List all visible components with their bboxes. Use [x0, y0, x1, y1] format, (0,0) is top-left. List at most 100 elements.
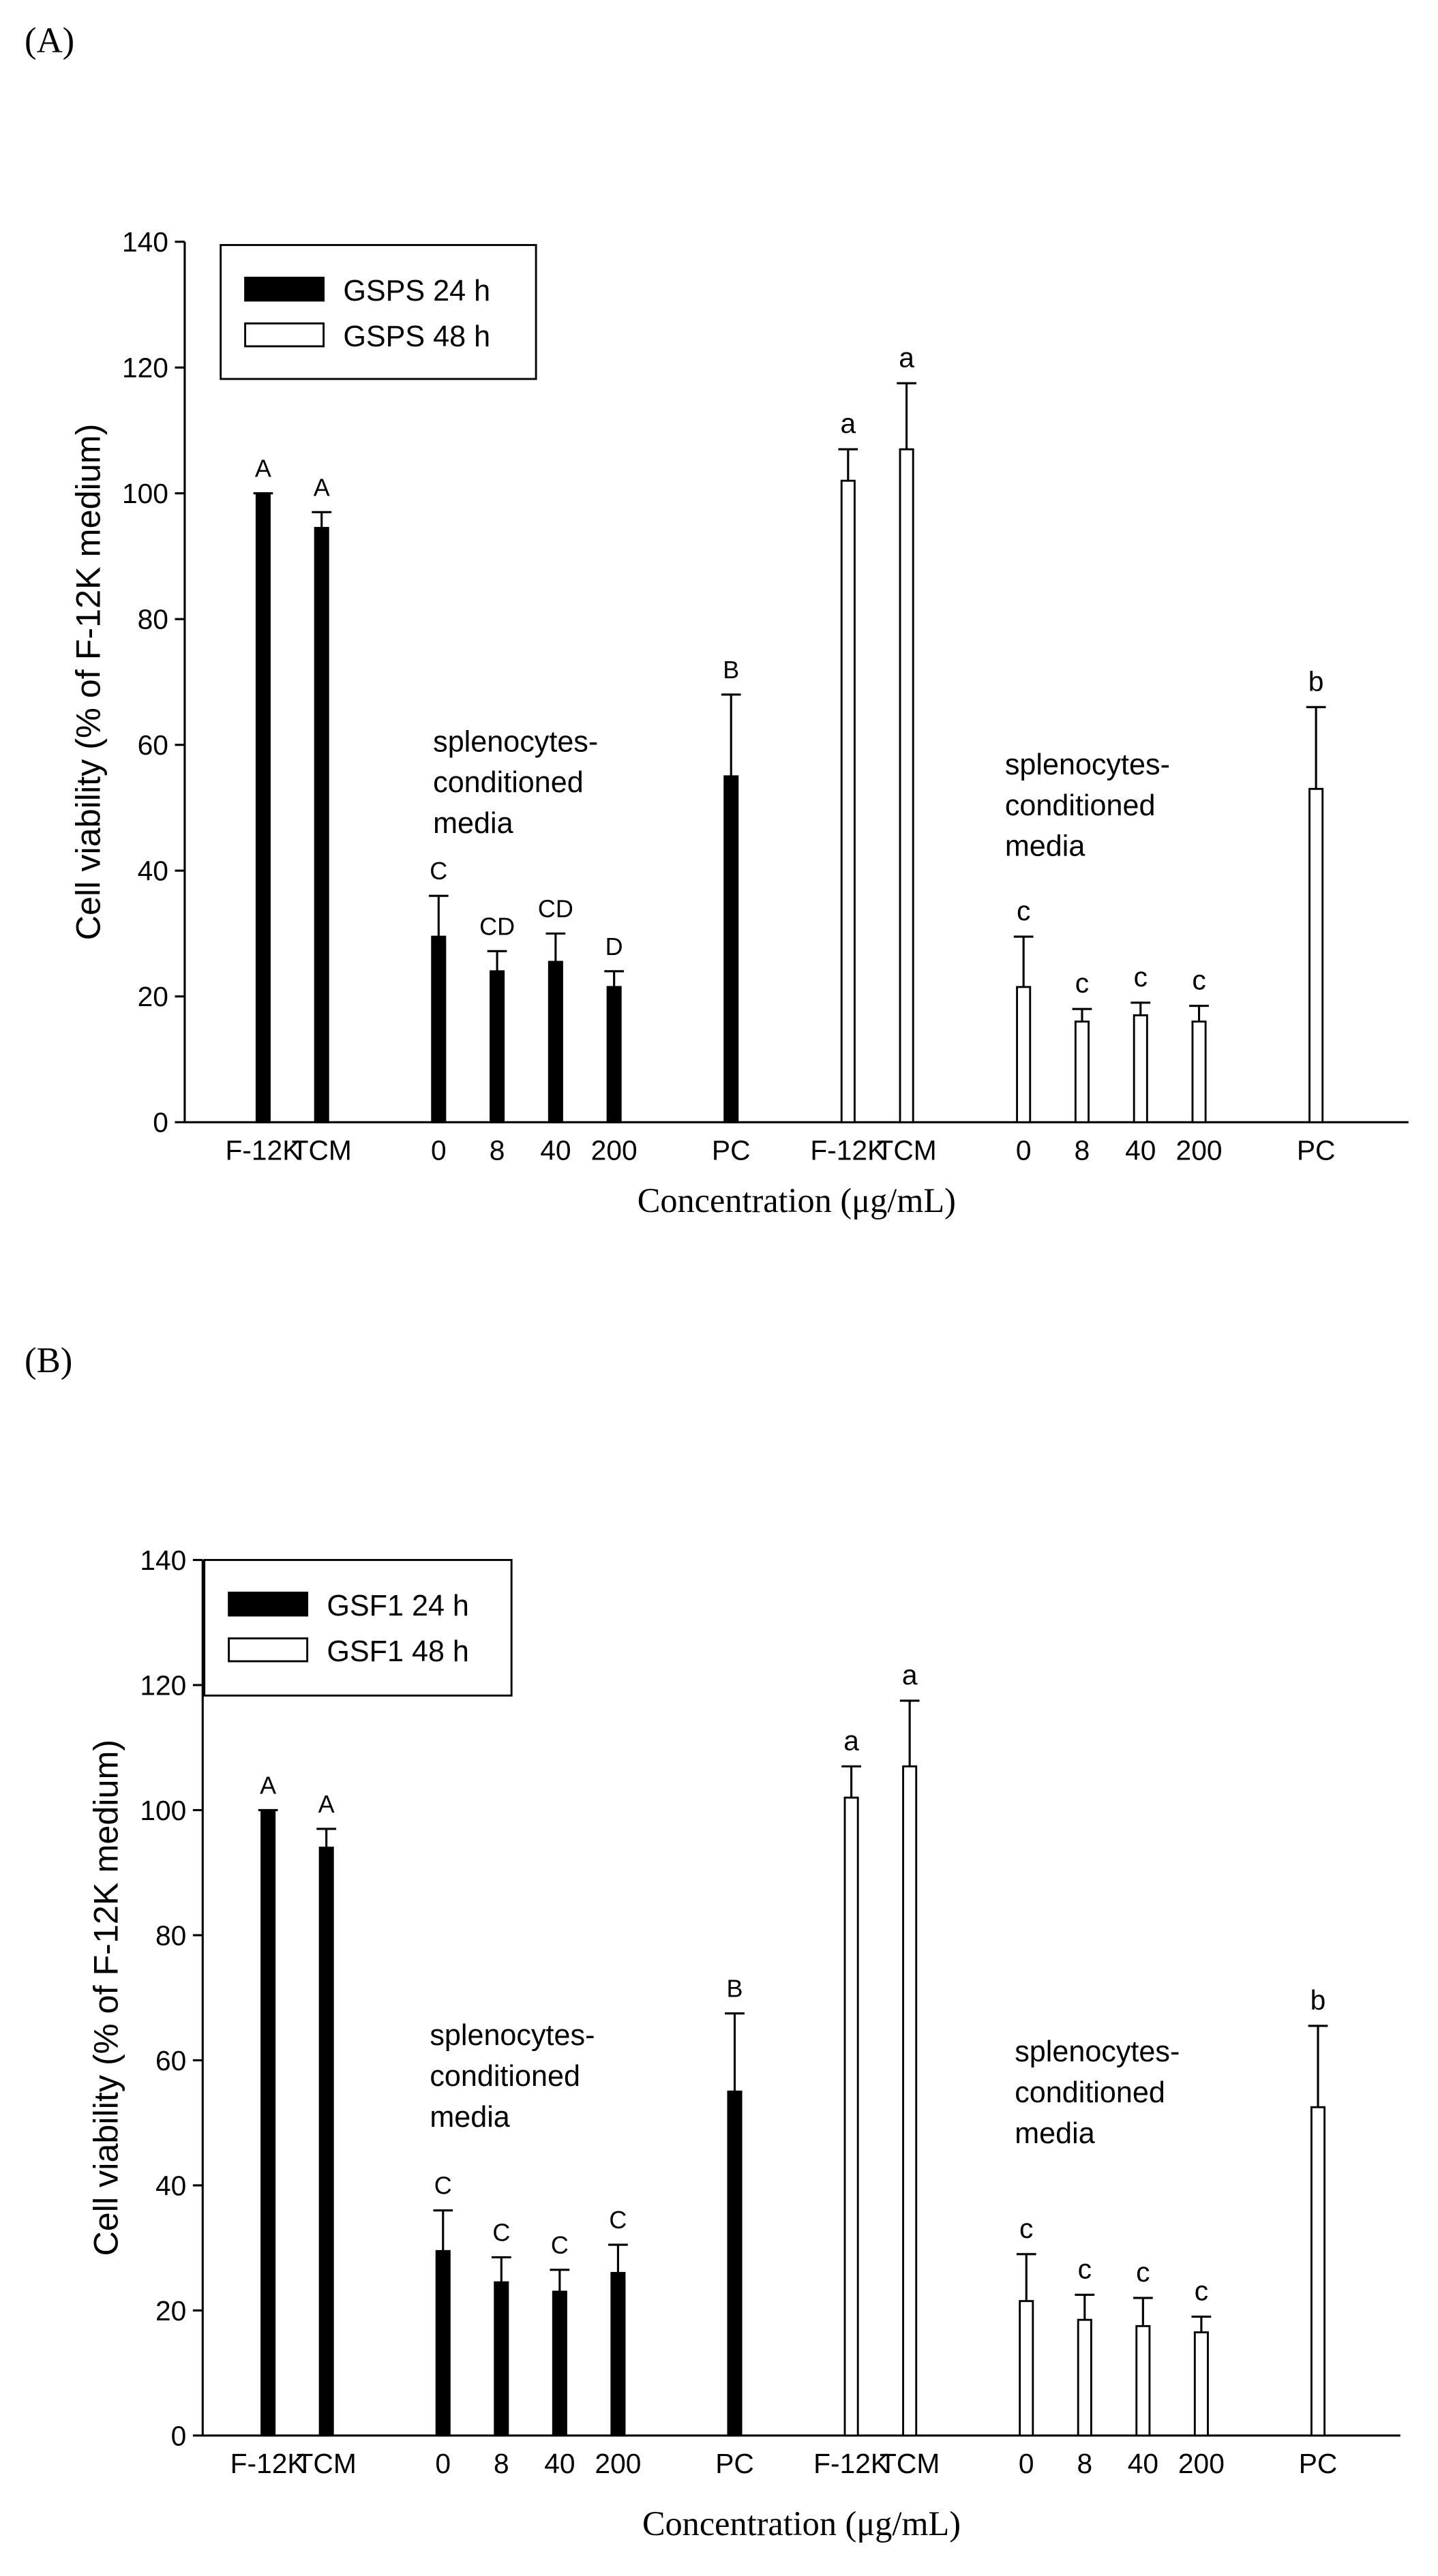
panel-label: (A) [25, 21, 74, 61]
significance-letter: C [609, 2206, 627, 2234]
error-bar [838, 448, 858, 481]
error-bar [487, 950, 507, 971]
significance-letter: c [1136, 2256, 1150, 2288]
significance-letter: a [902, 1659, 918, 1691]
x-tick-label: F-12K [225, 1134, 301, 1166]
bar [314, 526, 329, 1123]
error-bar [721, 693, 741, 776]
annotation: conditioned [1005, 789, 1156, 822]
y-tick-label: 80 [155, 1920, 186, 1951]
legend-swatch [228, 1637, 309, 1663]
significance-letter: C [551, 2231, 569, 2259]
x-tick-label: TCM [292, 1134, 352, 1166]
annotation: media [1005, 830, 1085, 863]
significance-letter: a [843, 1725, 859, 1756]
y-tick-label: 100 [122, 478, 168, 509]
bar [1135, 2324, 1151, 2437]
error-bar [316, 1828, 337, 1848]
significance-letter: a [899, 342, 914, 373]
error-bar [1072, 1007, 1092, 1022]
bar [1308, 787, 1324, 1123]
significance-letter: b [1308, 665, 1324, 697]
significance-letter: B [727, 1975, 743, 2003]
error-bar [433, 2209, 453, 2252]
error-bar [608, 2243, 628, 2273]
x-tick-label: 8 [490, 1134, 505, 1166]
x-tick-label: 40 [540, 1134, 571, 1166]
error-bar [1016, 2253, 1036, 2301]
x-tick-label: PC [715, 2448, 754, 2479]
significance-letter: C [430, 857, 447, 885]
error-bar [1191, 2316, 1212, 2333]
significance-letter: A [255, 455, 271, 483]
bar [1019, 2300, 1034, 2437]
annotation: media [430, 2101, 509, 2134]
significance-letter: c [1019, 2213, 1033, 2244]
x-tick-label: 200 [591, 1134, 638, 1166]
error-bar [604, 970, 625, 987]
error-bar [841, 1765, 861, 1798]
significance-letter: c [1078, 2254, 1092, 2285]
error-bar [1075, 2293, 1095, 2320]
x-tick-label: F-12K [810, 1134, 886, 1166]
x-tick-label: 0 [1019, 2448, 1034, 2479]
y-tick-label: 60 [138, 729, 168, 761]
legend-box [220, 244, 537, 380]
bar [1016, 986, 1032, 1123]
bar [1191, 1020, 1207, 1123]
x-tick-label: 200 [595, 2448, 641, 2479]
bar [260, 1809, 276, 2437]
bar [255, 492, 271, 1123]
bar [1193, 2331, 1209, 2437]
error-bar [491, 2256, 511, 2283]
annotation: conditioned [433, 766, 584, 799]
error-bar [550, 2269, 570, 2292]
x-tick-label: F-12K [230, 2448, 306, 2479]
y-tick-label: 20 [138, 981, 168, 1012]
annotation: media [1015, 2117, 1094, 2150]
error-bar [1013, 935, 1034, 987]
bar [843, 1796, 859, 2437]
significance-letter: c [1017, 895, 1030, 926]
y-tick-label: 0 [153, 1107, 168, 1138]
significance-letter: c [1195, 2275, 1208, 2307]
error-bar [725, 2012, 745, 2092]
error-bar [1130, 1001, 1151, 1016]
bar [899, 448, 914, 1123]
bar [902, 1765, 918, 2437]
x-tick-label: 8 [494, 2448, 509, 2479]
x-tick-label: F-12K [813, 2448, 889, 2479]
x-tick-label: 200 [1178, 2448, 1225, 2479]
error-bar [1133, 2297, 1153, 2327]
significance-letter: C [434, 2172, 452, 2200]
x-tick-label: 40 [1128, 2448, 1158, 2479]
legend-label: GSPS 48 h [343, 320, 490, 353]
x-tick-label: TCM [876, 1134, 936, 1166]
significance-letter: c [1075, 967, 1089, 999]
error-bar [545, 932, 566, 963]
x-tick-label: 0 [431, 1134, 447, 1166]
bar [727, 2090, 743, 2437]
significance-letter: D [605, 933, 623, 960]
legend-swatch [244, 276, 325, 302]
x-tick-label: 200 [1176, 1134, 1223, 1166]
annotation: splenocytes- [1005, 748, 1170, 781]
bar [606, 986, 622, 1123]
legend-swatch [228, 1591, 309, 1617]
y-tick-label: 40 [155, 2170, 186, 2201]
bar [435, 2249, 451, 2437]
bar [1074, 1020, 1090, 1123]
y-axis-label: Cell viability (% of F-12K medium) [68, 424, 107, 941]
annotation: splenocytes- [430, 2019, 595, 2052]
significance-letter: c [1192, 965, 1205, 996]
y-tick-label: 40 [138, 855, 168, 887]
y-tick-label: 140 [122, 226, 168, 258]
significance-letter: c [1134, 961, 1148, 992]
y-tick-label: 0 [171, 2420, 187, 2451]
bar [494, 2281, 509, 2437]
significance-letter: A [260, 1772, 276, 1800]
annotation: conditioned [1015, 2076, 1165, 2109]
bar [840, 479, 856, 1123]
